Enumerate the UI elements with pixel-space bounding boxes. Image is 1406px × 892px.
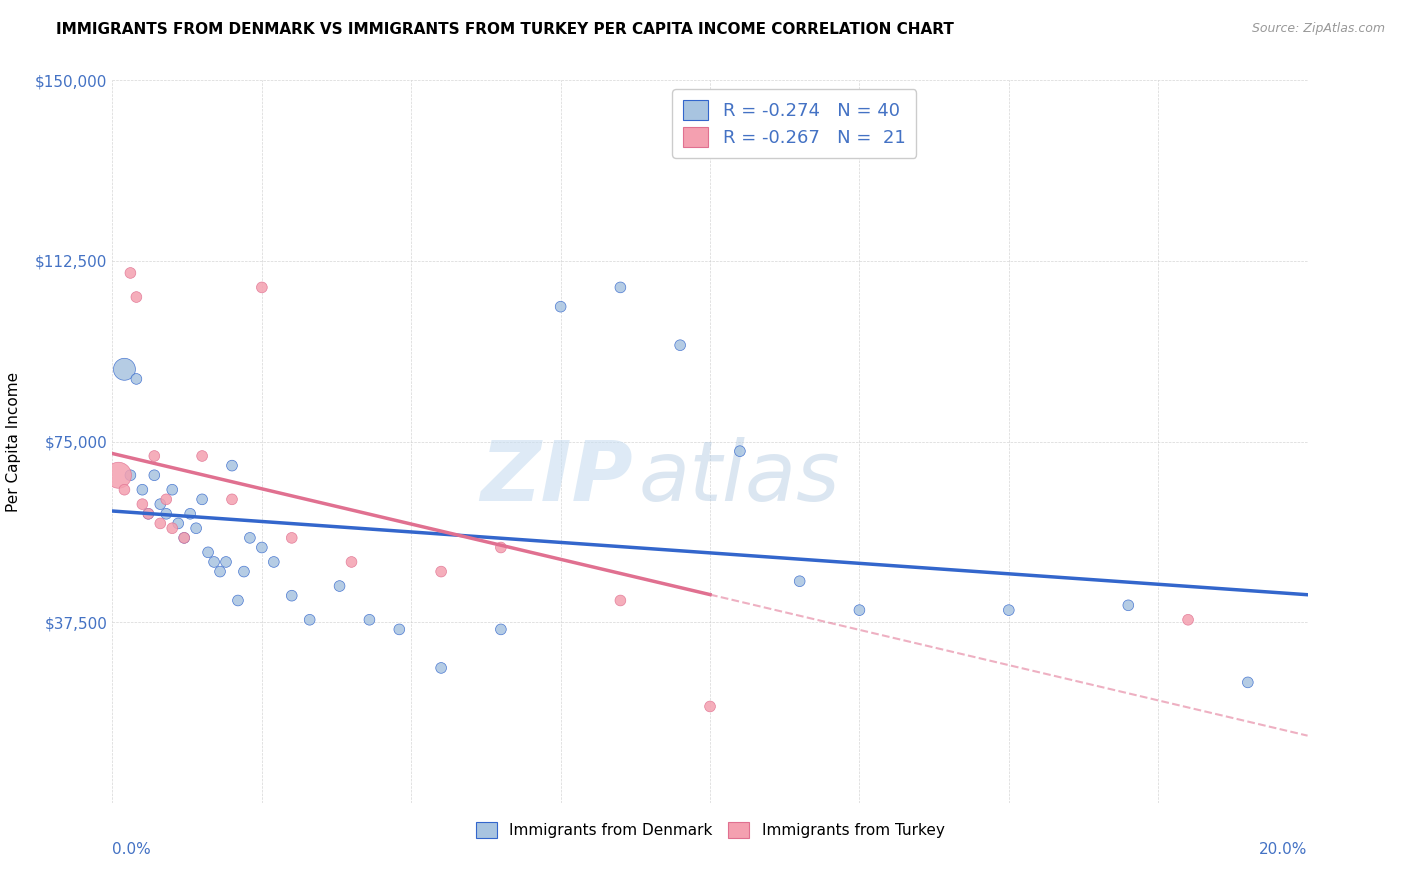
Point — [202, 555, 225, 569]
Point — [221, 458, 243, 473]
Point — [209, 565, 232, 579]
Point — [186, 521, 208, 535]
Point — [191, 449, 214, 463]
Point — [179, 507, 201, 521]
Point — [359, 613, 381, 627]
Point — [609, 280, 631, 294]
Point — [125, 290, 148, 304]
Point — [120, 266, 142, 280]
Point — [998, 603, 1021, 617]
Point — [1177, 613, 1199, 627]
Point — [149, 497, 172, 511]
Point — [143, 468, 166, 483]
Point — [155, 492, 177, 507]
Point — [221, 492, 243, 507]
Text: Source: ZipAtlas.com: Source: ZipAtlas.com — [1251, 22, 1385, 36]
Point — [226, 593, 249, 607]
Point — [138, 507, 160, 521]
Point — [1118, 599, 1140, 613]
Point — [191, 492, 214, 507]
Point — [167, 516, 190, 531]
Text: 0.0%: 0.0% — [112, 842, 152, 856]
Point — [173, 531, 195, 545]
Text: IMMIGRANTS FROM DENMARK VS IMMIGRANTS FROM TURKEY PER CAPITA INCOME CORRELATION : IMMIGRANTS FROM DENMARK VS IMMIGRANTS FR… — [56, 22, 955, 37]
Point — [114, 483, 135, 497]
Point — [138, 507, 160, 521]
Point — [281, 589, 304, 603]
Point — [239, 531, 262, 545]
Point — [233, 565, 256, 579]
Point — [120, 468, 142, 483]
Point — [550, 300, 572, 314]
Point — [489, 541, 512, 555]
Point — [263, 555, 285, 569]
Point — [1237, 675, 1260, 690]
Point — [125, 372, 148, 386]
Point — [789, 574, 811, 589]
Point — [298, 613, 321, 627]
Point — [162, 483, 183, 497]
Text: 20.0%: 20.0% — [1260, 842, 1308, 856]
Point — [699, 699, 721, 714]
Point — [430, 565, 453, 579]
Point — [430, 661, 453, 675]
Point — [131, 483, 153, 497]
Point — [149, 516, 172, 531]
Point — [609, 593, 631, 607]
Point — [489, 623, 512, 637]
Point — [114, 362, 135, 376]
Point — [215, 555, 238, 569]
Point — [143, 449, 166, 463]
Point — [250, 541, 273, 555]
Point — [173, 531, 195, 545]
Y-axis label: Per Capita Income: Per Capita Income — [7, 371, 21, 512]
Text: ZIP: ZIP — [479, 437, 633, 518]
Point — [388, 623, 411, 637]
Point — [281, 531, 304, 545]
Point — [162, 521, 183, 535]
Point — [131, 497, 153, 511]
Point — [848, 603, 870, 617]
Point — [329, 579, 352, 593]
Point — [250, 280, 273, 294]
Point — [155, 507, 177, 521]
Point — [340, 555, 363, 569]
Point — [669, 338, 692, 352]
Legend: Immigrants from Denmark, Immigrants from Turkey: Immigrants from Denmark, Immigrants from… — [468, 814, 952, 846]
Point — [197, 545, 219, 559]
Point — [728, 444, 751, 458]
Point — [107, 468, 129, 483]
Text: atlas: atlas — [638, 437, 839, 518]
